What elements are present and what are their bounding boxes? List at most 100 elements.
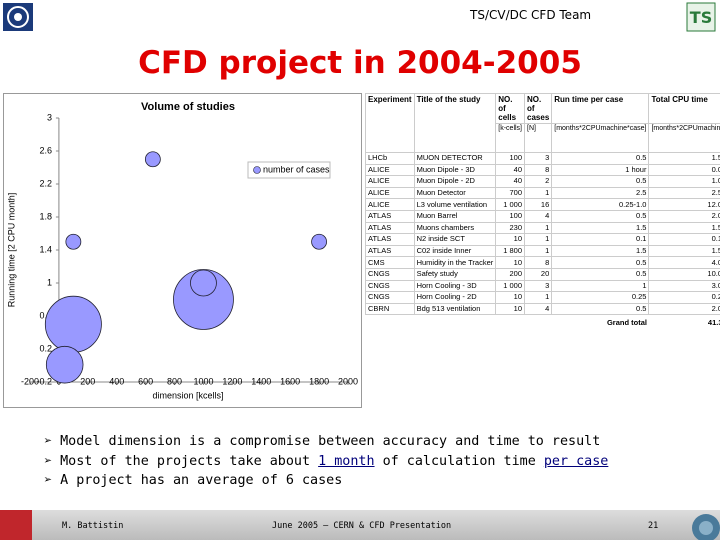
x-tick-label: 1400 [251,376,271,386]
table-cell: ALICE [365,186,415,200]
table-cell: 0.5 [551,256,650,269]
x-tick-label: 1800 [309,376,329,386]
bullet-list: ➢ Model dimension is a compromise betwee… [44,432,608,491]
column-unit: [N] [524,123,553,153]
table-cell: 2.5 [551,186,650,200]
table-cell: 2.00 [648,302,720,316]
column-unit: [months*2CPUmachine*case] [551,123,650,153]
header-row: Experiment Title of the study NO. of cells… [365,93,720,153]
table-cell: 1 [524,186,553,200]
table-cell: 1 [524,221,553,235]
legend-label: number of cases [263,164,330,174]
table-cell: N2 inside SCT [413,233,497,246]
column-header: Run time per case [551,93,650,124]
table-cell: Muon Dipole - 2D [413,175,497,188]
table-row: ALICE L3 volume ventilation 1 000 16 0.25-1.… [365,198,720,211]
x-tick-label: -200 [21,376,39,386]
bullet-text: Most of the projects take about [60,453,319,469]
footer-author: M. Battistin [62,521,124,531]
column-unit: [k-cells] [495,123,526,153]
bullet-text: A project has an average of 6 cases [60,473,343,488]
table-cell: 40 [495,175,526,188]
table-cell: 100 [495,152,526,165]
table-cell: 20 [524,267,553,281]
slide-title: CFD project in 2004-2005 [138,45,582,81]
bullet-marker: ➢ [44,434,61,449]
legend-box [247,161,331,179]
table-cell: 1.50 [648,244,720,258]
bubble [45,345,84,384]
table-cell: Muons chambers [413,221,497,235]
table-cell: Horn Cooling - 2D [413,291,497,304]
table-cell: 4.00 [648,256,720,269]
table-cell: 1.5 [551,221,650,235]
table-cell: ATLAS [365,244,415,258]
table-cell: 4 [524,302,553,316]
table-cell: 1.5 [551,244,650,258]
footer-accent [0,510,32,540]
studies-table: Experiment Title of the study NO. of cells… [365,93,720,331]
table-cell: 0.10 [648,233,720,246]
table-cell: 0.25-1.0 [551,198,650,211]
total-row: Grand total 41.36 [366,315,720,332]
x-tick-label: 1200 [222,376,242,386]
table-cell: 1 [524,291,553,304]
table-cell: L3 volume ventilation [413,198,497,211]
total-value: 41.36 [707,318,720,328]
table-cell: 1 [551,279,650,293]
bullet-marker: ➢ [44,453,61,469]
table-cell: ATLAS [365,221,415,235]
y-tick-label: 1.4 [39,244,52,254]
table-cell: ATLAS [365,209,415,223]
bullet-text: per case [543,453,609,469]
x-tick-label: 1600 [280,376,300,386]
table-cell: 0.1 [551,233,650,246]
column-header: NO. of cases [524,93,553,124]
table-cell: 4 [524,209,553,223]
table-cell: 700 [495,186,526,200]
table-cell: 0.25 [551,291,650,304]
x-tick-label: 200 [80,376,95,386]
column-header: Total CPU time [648,93,720,124]
table-cell: 0.5 [551,152,650,165]
table-cell: Muon Barrel [413,209,497,223]
ts-logo: TS [686,2,716,32]
table-cell: 2 [524,175,553,188]
bubble [44,295,102,353]
table-cell: ALICE [365,163,415,177]
table-cell: Bdg 513 ventilation [413,302,497,316]
bullet-text: of calculation time [374,453,544,469]
table-cell: 16 [524,198,553,211]
table-cell: CBRN [365,302,415,316]
bullet: ➢ Most of the projects take about 1 mont… [44,452,608,472]
table-cell: 10 [495,291,526,304]
units-row: [k-cells] [N] [months*2CPUmachine*case] [mo… [366,123,720,153]
table-cell: 8 [524,256,553,269]
bubble [65,233,82,250]
y-tick-label: 0.2 [39,343,52,353]
table-cell: 230 [495,221,526,235]
table-cell: 1.00 [648,175,720,188]
table-cell: CNGS [365,291,415,304]
table-cell: 1.50 [648,221,720,235]
table-cell: 0.5 [551,175,650,188]
table-cell: Muon Detector [413,186,497,200]
table-cell: MUON DETECTOR [413,152,497,165]
table-cell: 3.00 [648,279,720,293]
table-cell: 8 [524,163,553,177]
y-tick-label: 2.6 [39,145,52,155]
page-number: 21 [648,521,659,531]
x-tick-label: 600 [138,376,153,386]
table-cell: 10 [495,302,526,316]
y-axis-label: Running time [2 CPU month] [6,193,16,308]
bullet-text: 1 month [318,453,375,469]
